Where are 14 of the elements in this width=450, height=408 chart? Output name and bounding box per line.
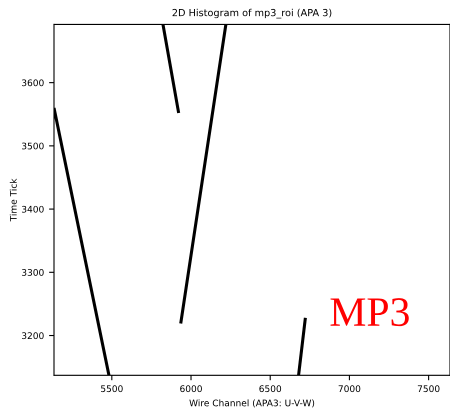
x-tick-label: 7000 (338, 385, 360, 392)
annotation: MP3 (330, 298, 409, 326)
x-tick-label: 6500 (259, 385, 282, 392)
y-tick-label: 3500 (22, 142, 44, 150)
x-tick-label: 5500 (101, 385, 123, 392)
x-tick-label: 7500 (418, 385, 440, 392)
y-tick-label: 3300 (22, 269, 44, 276)
x-axis-title: Wire Channel (APA3: U-V-W) (189, 399, 314, 408)
chart-title: 2D Histogram of mp3_roi (APA 3) (172, 8, 332, 18)
y-tick-label: 3200 (22, 332, 44, 340)
y-axis-title: Time Tick (10, 178, 17, 222)
y-tick-label: 3600 (22, 79, 44, 86)
x-tick-label: 6000 (180, 385, 202, 392)
y-tick-label: 3400 (22, 206, 44, 213)
